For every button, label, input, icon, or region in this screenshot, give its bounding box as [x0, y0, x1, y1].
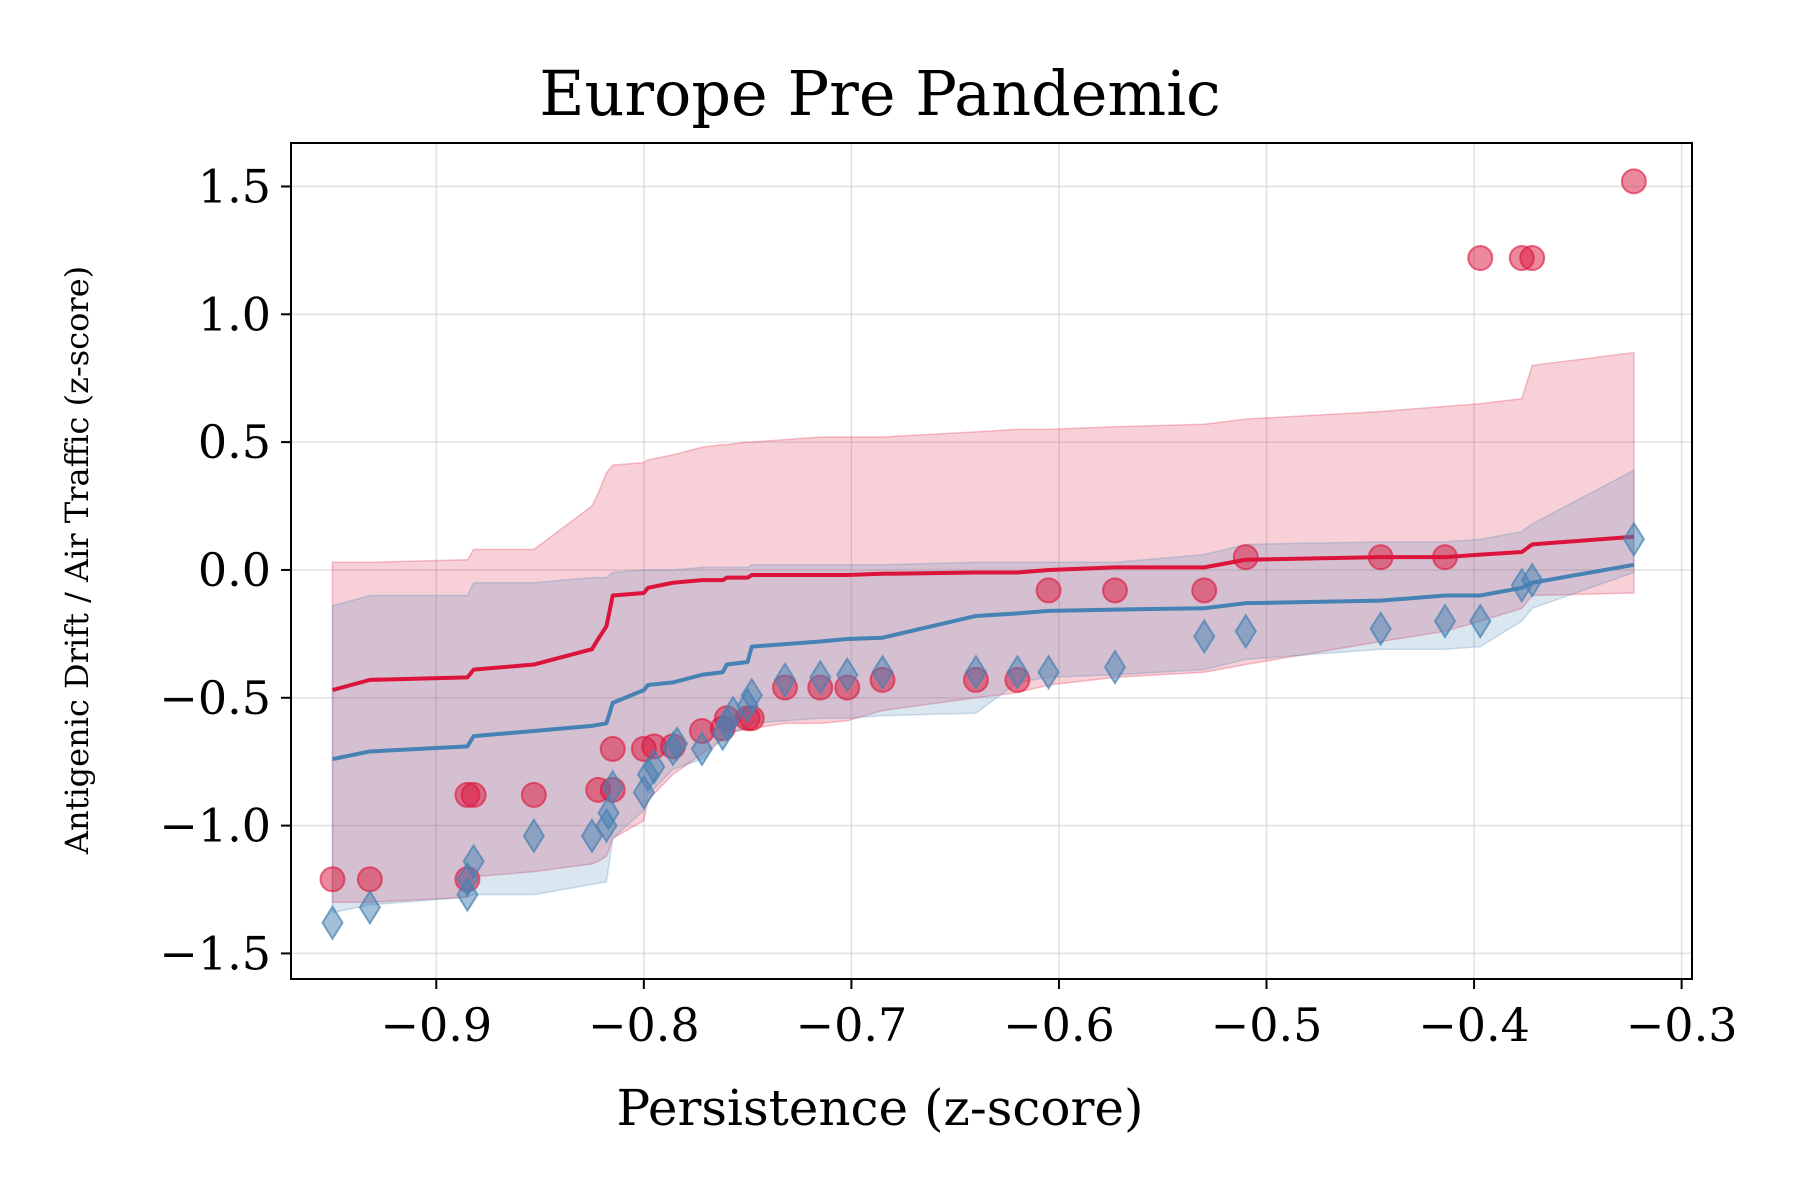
data-point-circle: [1232, 544, 1259, 571]
data-point-circle: [1620, 168, 1647, 195]
data-point-diamond: [871, 654, 894, 691]
y-tick-label: 0.0: [198, 543, 271, 597]
y-tick-label: 1.5: [198, 159, 271, 213]
data-point-circle: [1467, 245, 1494, 272]
data-point-diamond: [964, 654, 988, 691]
data-points: [319, 168, 1647, 941]
data-point-circle: [319, 866, 346, 893]
data-point-diamond: [1037, 654, 1060, 691]
data-point-diamond: [462, 843, 485, 880]
x-tick-label: −0.5: [1211, 998, 1323, 1052]
x-axis: −0.9 −0.8 −0.7 −0.6 −0.5 −0.4 −0.3: [380, 979, 1737, 1052]
data-point-diamond: [601, 769, 624, 806]
y-axis: 1.5 1.0 0.5 0.0 −0.5 −1.0 −1.5: [159, 159, 291, 980]
x-tick-label: −0.3: [1626, 998, 1738, 1052]
data-point-diamond: [1521, 562, 1544, 599]
data-point-circle: [1367, 544, 1394, 571]
data-point-diamond: [1006, 654, 1029, 691]
data-point-diamond: [1433, 603, 1457, 639]
x-tick-label: −0.4: [1418, 998, 1530, 1052]
data-point-diamond: [1103, 649, 1127, 685]
x-tick-label: −0.8: [588, 998, 700, 1052]
y-tick-label: 0.5: [198, 415, 271, 469]
data-point-diamond: [643, 748, 666, 785]
x-tick-label: −0.6: [1003, 998, 1115, 1052]
x-tick-label: −0.7: [796, 998, 908, 1052]
x-tick-label: −0.9: [380, 998, 492, 1052]
data-point-circle: [1519, 245, 1546, 272]
data-point-diamond: [1193, 618, 1216, 655]
data-point-diamond: [522, 817, 546, 854]
data-point-circle: [1432, 544, 1459, 571]
data-point-circle: [460, 781, 487, 808]
data-point-diamond: [740, 677, 763, 714]
data-point-circle: [1101, 577, 1128, 604]
y-tick-label: −1.5: [159, 926, 271, 980]
data-point-circle: [1035, 577, 1062, 604]
trend-line-0: [331, 534, 1635, 693]
data-point-circle: [599, 735, 626, 762]
data-point-diamond: [358, 889, 382, 926]
data-point-diamond: [597, 794, 620, 831]
data-point-diamond: [690, 731, 714, 767]
y-tick-label: −0.5: [159, 671, 271, 725]
x-axis-label: Persistence (z-score): [616, 1079, 1143, 1137]
y-axis-label: Antigenic Drift / Air Traffic (z-score): [58, 266, 96, 855]
plot-frame: [290, 142, 1693, 980]
data-point-circle: [356, 866, 383, 893]
trend-line-1: [332, 562, 1635, 762]
data-point-diamond: [665, 725, 689, 762]
y-tick-label: −1.0: [159, 799, 271, 853]
data-point-circle: [1191, 577, 1218, 604]
data-point-diamond: [773, 661, 797, 698]
trend-lines: [331, 534, 1635, 762]
data-point-diamond: [1234, 613, 1257, 650]
chart-title: Europe Pre Pandemic: [539, 57, 1221, 130]
data-point-diamond: [1369, 610, 1392, 647]
y-tick-label: 1.0: [198, 287, 271, 341]
confidence-band-1: [331, 468, 1635, 914]
data-point-diamond: [321, 904, 344, 941]
data-point-circle: [520, 781, 547, 808]
grid: [291, 143, 1692, 979]
data-point-diamond: [836, 656, 859, 693]
data-point-diamond: [809, 659, 832, 696]
data-point-diamond: [1622, 521, 1646, 558]
data-point-diamond: [1469, 603, 1492, 639]
